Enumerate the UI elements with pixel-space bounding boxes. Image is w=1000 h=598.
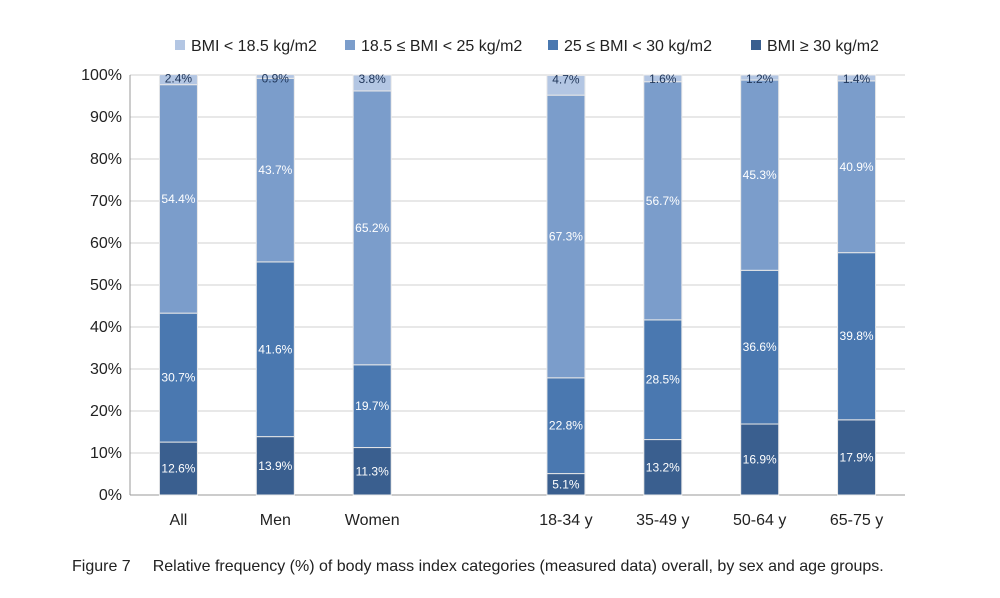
caption-text: Relative frequency (%) of body mass inde… (152, 558, 884, 575)
data-label: 65.2% (355, 221, 389, 235)
bar-segment (546, 74, 586, 96)
bar-segment (643, 319, 683, 441)
legend-swatch (175, 40, 185, 50)
legend-label: 25 ≤ BMI < 30 kg/m2 (564, 38, 712, 55)
data-label: 1.2% (746, 72, 774, 86)
data-label: 41.6% (258, 342, 292, 356)
data-label: 1.4% (843, 72, 871, 86)
bar-segment (158, 84, 198, 314)
y-tick-label: 10% (90, 445, 122, 462)
figure-number: Figure 7 (72, 558, 131, 575)
x-category-label: Women (345, 512, 400, 529)
data-label: 0.9% (262, 72, 290, 86)
bar-segment (837, 252, 877, 421)
y-tick-label: 30% (90, 361, 122, 378)
x-category-label: 65-75 y (830, 512, 883, 529)
bar-segment (158, 312, 198, 443)
data-label: 2.4% (165, 72, 193, 86)
bar-segment (352, 447, 392, 496)
data-label: 39.8% (840, 329, 874, 343)
y-tick-label: 80% (90, 151, 122, 168)
y-tick-label: 0% (99, 487, 122, 504)
bar-segment (643, 439, 683, 496)
y-tick-label: 20% (90, 403, 122, 420)
data-label: 28.5% (646, 373, 680, 387)
bar-segment (740, 423, 780, 496)
data-label: 36.6% (743, 340, 777, 354)
bar-segment (158, 441, 198, 496)
data-label: 22.8% (549, 419, 583, 433)
data-label: 45.3% (743, 168, 777, 182)
bar-segment (255, 261, 295, 438)
data-label: 54.4% (161, 192, 195, 206)
x-category-label: Men (260, 512, 291, 529)
y-tick-label: 70% (90, 193, 122, 210)
legend-label: BMI < 18.5 kg/m2 (191, 38, 317, 55)
data-label: 13.9% (258, 459, 292, 473)
bars: 12.6% 30.7% 54.4% 2.4% 13.9% 41.6% 43.7% 0.9% 11… (158, 72, 877, 496)
data-label: 5.1% (552, 477, 580, 491)
x-category-label: 18-34 y (539, 512, 592, 529)
y-tick-label: 90% (90, 109, 122, 126)
bar-segment (255, 436, 295, 496)
data-label: 13.2% (646, 460, 680, 474)
legend-label: 18.5 ≤ BMI < 25 kg/m2 (361, 38, 522, 55)
bar-segment (158, 74, 198, 86)
legend-swatch (345, 40, 355, 50)
legend: BMI < 18.5 kg/m2 18.5 ≤ BMI < 25 kg/m2 25 … (175, 38, 879, 55)
legend-label: BMI ≥ 30 kg/m2 (767, 38, 879, 55)
data-label: 67.3% (549, 229, 583, 243)
data-label: 3.8% (359, 72, 387, 86)
data-label: 17.9% (840, 450, 874, 464)
data-label: 43.7% (258, 163, 292, 177)
data-label: 19.7% (355, 399, 389, 413)
y-tick-label: 60% (90, 235, 122, 252)
figure-caption: Figure 7 Relative frequency (%) of body m… (72, 558, 884, 576)
data-label: 56.7% (646, 194, 680, 208)
legend-swatch (548, 40, 558, 50)
bar-segment (740, 79, 780, 271)
stacked-bar-chart: 0% 10% 20% 30% 40% 50% 60% 70% 80% 90% 100% 12.6% 3… (81, 38, 905, 529)
bar-segment (837, 74, 877, 82)
y-tick-label: 40% (90, 319, 122, 336)
bar-segment (255, 77, 295, 263)
bar-segment (643, 81, 683, 321)
x-category-label: All (170, 512, 188, 529)
bar-segment (546, 94, 586, 379)
gridlines (130, 74, 905, 496)
bar-segment (837, 419, 877, 496)
data-label: 40.9% (840, 160, 874, 174)
x-category-label: 50-64 y (733, 512, 786, 529)
bar-segment (352, 364, 392, 449)
bar-segment (740, 269, 780, 425)
bar-segment (255, 74, 295, 79)
data-label: 4.7% (552, 72, 580, 86)
bar-segment (352, 74, 392, 92)
data-label: 1.6% (649, 72, 677, 86)
data-label: 11.3% (356, 464, 389, 478)
bar-segment (352, 90, 392, 366)
x-axis: All Men Women 18-34 y 35-49 y 50-64 y 65-75 y (170, 512, 884, 529)
x-category-label: 35-49 y (636, 512, 689, 529)
data-label: 30.7% (161, 371, 195, 385)
bar-segment (740, 74, 780, 81)
data-label: 12.6% (161, 462, 195, 476)
bar-segment (837, 80, 877, 254)
y-tick-label: 50% (90, 277, 122, 294)
bar-segment (643, 74, 683, 83)
legend-swatch (751, 40, 761, 50)
y-tick-label: 100% (81, 67, 122, 84)
data-label: 16.9% (743, 453, 777, 467)
